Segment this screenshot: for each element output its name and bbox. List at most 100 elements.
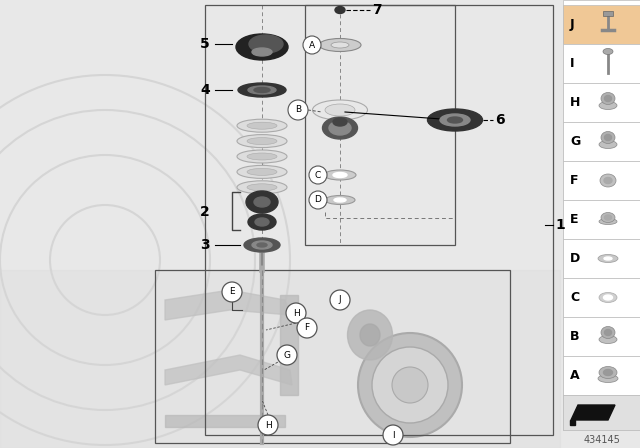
Text: H: H — [292, 309, 300, 318]
Circle shape — [297, 318, 317, 338]
Text: C: C — [570, 291, 579, 304]
Ellipse shape — [247, 168, 277, 176]
Ellipse shape — [254, 87, 270, 92]
Circle shape — [309, 191, 327, 209]
Text: G: G — [570, 135, 580, 148]
Ellipse shape — [255, 218, 269, 226]
Ellipse shape — [237, 150, 287, 163]
Ellipse shape — [247, 153, 277, 160]
Polygon shape — [165, 355, 292, 385]
Ellipse shape — [428, 109, 483, 131]
Bar — [603, 12, 613, 17]
Text: 434145: 434145 — [583, 435, 620, 445]
Ellipse shape — [236, 34, 288, 60]
Text: 6: 6 — [495, 113, 504, 127]
Ellipse shape — [238, 83, 286, 97]
Ellipse shape — [333, 172, 347, 177]
Ellipse shape — [237, 134, 287, 147]
Ellipse shape — [599, 219, 617, 224]
Circle shape — [309, 166, 327, 184]
Bar — [563, 395, 640, 430]
Ellipse shape — [237, 181, 287, 194]
Text: I: I — [570, 57, 575, 70]
Bar — [563, 356, 640, 395]
Bar — [563, 239, 640, 278]
Text: 1: 1 — [555, 218, 564, 232]
Circle shape — [372, 347, 448, 423]
Circle shape — [286, 303, 306, 323]
Text: J: J — [570, 18, 575, 31]
Bar — [205, 5, 553, 435]
Bar — [563, 122, 640, 161]
Ellipse shape — [599, 336, 617, 344]
Ellipse shape — [604, 177, 612, 184]
Ellipse shape — [605, 215, 611, 220]
Ellipse shape — [440, 114, 470, 126]
Text: H: H — [570, 96, 580, 109]
Ellipse shape — [247, 138, 277, 145]
Bar — [280, 295, 298, 395]
Text: D: D — [570, 252, 580, 265]
Ellipse shape — [598, 254, 618, 263]
Ellipse shape — [257, 243, 267, 247]
Circle shape — [258, 415, 278, 435]
Ellipse shape — [599, 141, 617, 148]
Bar — [570, 420, 575, 425]
Ellipse shape — [248, 86, 276, 94]
Bar — [563, 317, 640, 356]
Bar — [305, 5, 455, 245]
Ellipse shape — [247, 122, 277, 129]
Ellipse shape — [334, 198, 346, 202]
Ellipse shape — [598, 375, 618, 383]
Ellipse shape — [237, 119, 287, 132]
Text: I: I — [392, 431, 394, 439]
Ellipse shape — [360, 324, 380, 346]
Ellipse shape — [252, 241, 272, 249]
Ellipse shape — [249, 35, 283, 53]
Ellipse shape — [254, 197, 270, 207]
Bar — [155, 270, 510, 443]
Bar — [563, 0, 640, 430]
Ellipse shape — [601, 212, 615, 223]
Circle shape — [222, 282, 242, 302]
Bar — [563, 44, 640, 83]
Ellipse shape — [324, 170, 356, 180]
Ellipse shape — [599, 293, 617, 302]
Bar — [563, 200, 640, 239]
Bar — [563, 161, 640, 200]
Ellipse shape — [599, 366, 617, 379]
Ellipse shape — [312, 100, 367, 120]
Text: 4: 4 — [200, 83, 210, 97]
Text: F: F — [570, 174, 579, 187]
Ellipse shape — [348, 310, 392, 360]
Ellipse shape — [601, 92, 615, 104]
Text: H: H — [264, 421, 271, 430]
Ellipse shape — [325, 104, 355, 116]
Ellipse shape — [333, 118, 347, 126]
Ellipse shape — [252, 48, 272, 56]
Text: G: G — [284, 350, 291, 359]
Circle shape — [358, 333, 462, 437]
Text: B: B — [570, 330, 579, 343]
Text: A: A — [570, 369, 580, 382]
Ellipse shape — [246, 191, 278, 213]
Ellipse shape — [319, 39, 361, 52]
Ellipse shape — [605, 95, 611, 102]
Text: 2: 2 — [200, 205, 210, 219]
Ellipse shape — [603, 48, 613, 55]
Ellipse shape — [323, 117, 358, 139]
Circle shape — [392, 367, 428, 403]
Ellipse shape — [335, 7, 345, 13]
Ellipse shape — [247, 184, 277, 191]
Text: J: J — [339, 296, 341, 305]
Bar — [0, 270, 560, 448]
Text: B: B — [295, 105, 301, 115]
Bar — [563, 83, 640, 122]
Ellipse shape — [331, 42, 349, 48]
Circle shape — [303, 36, 321, 54]
Ellipse shape — [237, 165, 287, 178]
Ellipse shape — [604, 257, 612, 260]
Bar — [563, 278, 640, 317]
Text: E: E — [229, 288, 235, 297]
Ellipse shape — [244, 238, 280, 252]
